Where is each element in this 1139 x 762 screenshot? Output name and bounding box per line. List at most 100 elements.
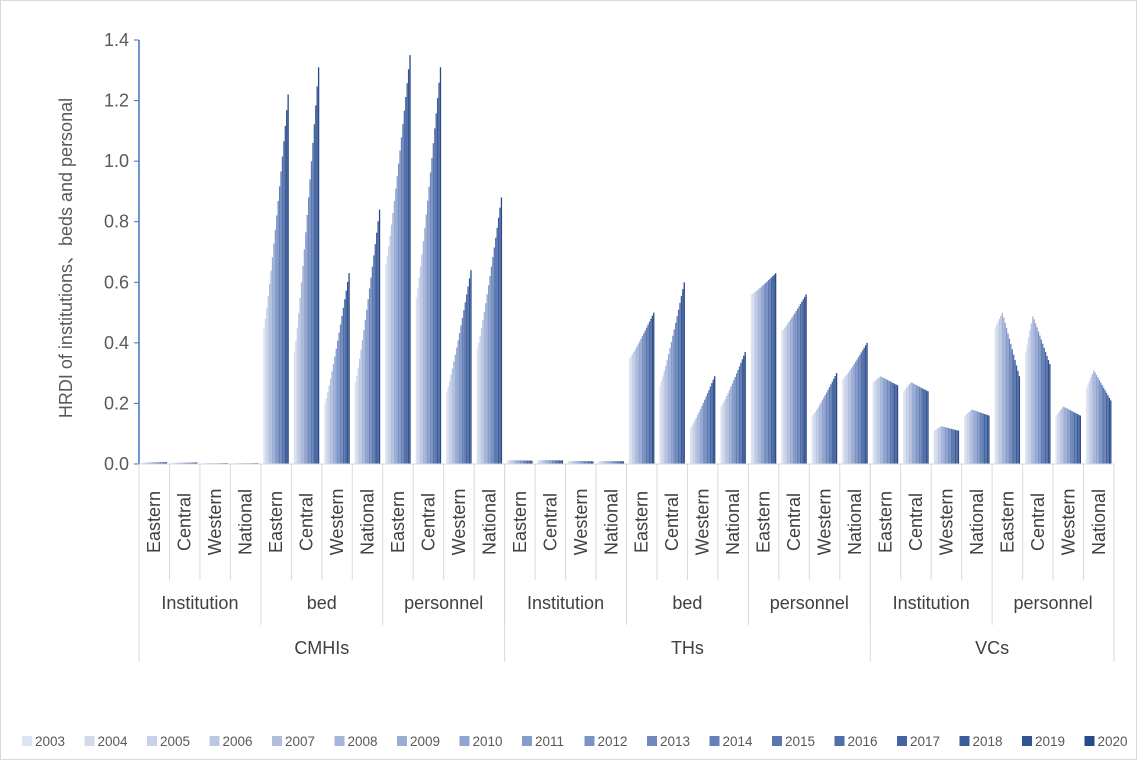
legend-label: 2020 [1098,734,1128,749]
bar [405,96,407,465]
y-axis: 0.0 0.2 0.4 0.6 0.8 1.0 1.2 1.4 [104,30,140,474]
bar [568,460,570,464]
category-label: Central [175,493,195,551]
bar [975,410,977,464]
bar [517,460,519,464]
bar [817,407,819,464]
bar [696,415,699,464]
bar [669,348,671,464]
bar [276,215,278,464]
bar [342,307,345,464]
bar [454,354,456,464]
bar [891,382,893,464]
bar [774,273,777,464]
bar [616,461,619,464]
bar [460,325,462,464]
bar [760,286,763,464]
bar [489,276,491,464]
bar [903,391,905,464]
bar [184,462,187,464]
legend-label: 2006 [223,734,253,749]
bar [946,427,948,464]
bar [889,381,892,464]
bar [328,385,330,464]
bar [186,462,188,464]
bar [794,313,796,464]
bar [402,124,404,465]
bar [551,460,554,464]
bar [915,385,918,464]
bar [438,82,440,464]
legend-swatch [897,736,907,746]
bar [828,387,831,464]
bar [738,366,741,464]
y-tick-label: 0.0 [104,454,129,474]
bar [590,461,593,464]
bar [158,462,160,464]
subgroup-label: personnel [1014,593,1093,613]
bar [964,415,966,464]
bar [1075,413,1077,464]
bar [816,409,818,464]
bar [180,462,182,464]
category-label: Western [815,489,835,556]
category-label: Eastern [754,491,774,553]
bar [984,414,986,464]
bar [918,386,921,464]
bar [271,257,274,464]
bar [1066,408,1069,464]
bar [966,413,969,464]
bar [811,415,814,464]
bar [478,343,480,464]
bar [611,461,613,464]
bar [569,460,571,464]
legend-label: 2008 [348,734,378,749]
bar [985,414,987,464]
bar [994,327,996,464]
bar [1026,344,1028,464]
category-label: Central [906,493,926,551]
bar [849,370,851,464]
bar [772,276,774,464]
bar [303,249,306,464]
bar [159,462,162,464]
category-label: Western [205,489,225,556]
bar [162,462,165,464]
bar [507,460,509,464]
legend-swatch [22,736,32,746]
bar [347,281,349,464]
y-tick-label: 0.2 [104,393,129,413]
bar [634,349,636,464]
bar [755,291,757,464]
bar [419,266,422,464]
bar [805,294,807,464]
bar [921,388,923,464]
bar [286,110,288,464]
bar [300,282,303,464]
bar [908,384,911,464]
bar [577,461,580,464]
bar [278,186,281,465]
bar [676,316,678,464]
bar [1047,359,1050,464]
bar [1001,312,1003,464]
bar [727,393,729,464]
bar [572,461,574,464]
bar [759,288,761,464]
bar [648,321,651,464]
bar [708,389,710,464]
bar [1079,415,1081,464]
bar [1095,374,1098,464]
category-label: National [845,489,865,555]
bar [538,460,541,464]
bar [357,367,359,464]
bar [614,461,616,464]
bar [1056,413,1059,464]
bar [360,349,362,464]
bar [582,461,584,464]
bar [497,217,500,464]
bar [371,266,374,464]
bar [721,404,724,464]
category-label: National [236,489,256,555]
bar [662,376,664,464]
